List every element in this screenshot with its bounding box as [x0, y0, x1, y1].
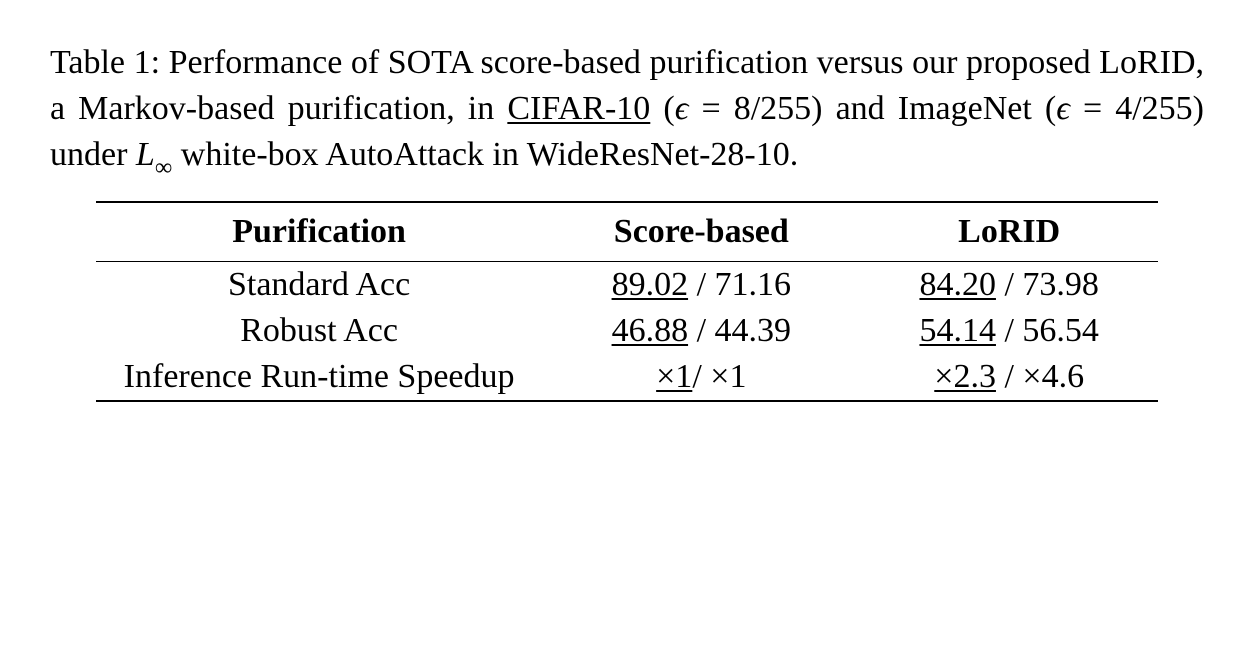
- table-label: Table 1:: [50, 44, 160, 81]
- cell-score-speedup: ×1/ ×1: [542, 354, 861, 401]
- value-underlined: 46.88: [612, 312, 689, 349]
- caption-cifar-open: (: [650, 90, 674, 127]
- cell-score-standard: 89.02 / 71.16: [542, 261, 861, 308]
- row-label-speedup: Inference Run-time Speedup: [96, 354, 542, 401]
- value-plain: 44.39: [715, 312, 792, 349]
- value-underlined: 54.14: [919, 312, 996, 349]
- value-sep: /: [996, 358, 1022, 395]
- caption-L: L: [136, 136, 155, 173]
- value-sep: /: [996, 312, 1022, 349]
- table-row: Standard Acc 89.02 / 71.16 84.20 / 73.98: [96, 261, 1158, 308]
- value-plain: ×1: [710, 358, 746, 395]
- value-underlined: ×2.3: [934, 358, 996, 395]
- table-row: Inference Run-time Speedup ×1/ ×1 ×2.3 /…: [96, 354, 1158, 401]
- row-label-robust: Robust Acc: [96, 308, 542, 354]
- caption-inf: ∞: [155, 154, 172, 181]
- caption-eps-2: ϵ: [1056, 90, 1070, 127]
- cell-lorid-speedup: ×2.3 / ×4.6: [861, 354, 1158, 401]
- value-sep: /: [996, 266, 1022, 303]
- caption-cifar-eps: = 8/255) and ImageNet (: [688, 90, 1056, 127]
- value-sep: /: [688, 312, 714, 349]
- cell-lorid-standard: 84.20 / 73.98: [861, 261, 1158, 308]
- value-sep: /: [688, 266, 714, 303]
- caption-text-2: white-box AutoAttack in WideResNet-28-10…: [172, 136, 798, 173]
- value-plain: 71.16: [715, 266, 792, 303]
- row-label-standard: Standard Acc: [96, 261, 542, 308]
- value-underlined: ×1: [656, 358, 692, 395]
- table-header-row: Purification Score-based LoRID: [96, 202, 1158, 262]
- caption-cifar: CIFAR-10: [507, 90, 650, 127]
- header-purification: Purification: [96, 202, 542, 262]
- caption-eps-1: ϵ: [675, 90, 689, 127]
- value-plain: ×4.6: [1022, 358, 1084, 395]
- value-plain: 73.98: [1022, 266, 1099, 303]
- value-sep: /: [692, 358, 710, 395]
- cell-score-robust: 46.88 / 44.39: [542, 308, 861, 354]
- table-caption: Table 1: Performance of SOTA score-based…: [50, 40, 1204, 183]
- results-table: Purification Score-based LoRID Standard …: [96, 201, 1158, 402]
- header-score-based: Score-based: [542, 202, 861, 262]
- value-plain: 56.54: [1022, 312, 1099, 349]
- table-row: Robust Acc 46.88 / 44.39 54.14 / 56.54: [96, 308, 1158, 354]
- cell-lorid-robust: 54.14 / 56.54: [861, 308, 1158, 354]
- value-underlined: 84.20: [919, 266, 996, 303]
- header-lorid: LoRID: [861, 202, 1158, 262]
- value-underlined: 89.02: [612, 266, 689, 303]
